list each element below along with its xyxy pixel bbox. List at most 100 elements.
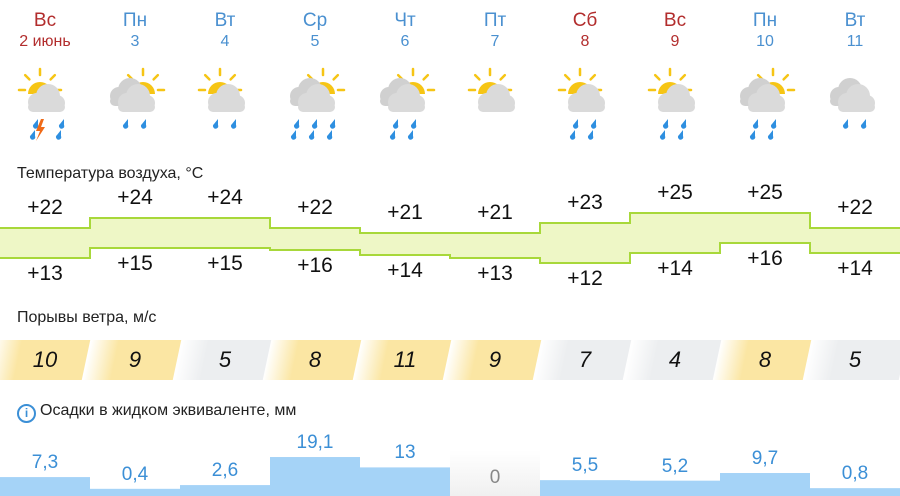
precip-value: 0,4 <box>121 463 149 485</box>
cloud-icon <box>568 84 605 112</box>
temp-min: +14 <box>837 257 873 280</box>
day-header[interactable]: Вс 9 <box>630 10 720 52</box>
raindrop-icon <box>309 130 315 140</box>
cloud-icon <box>658 84 695 112</box>
cloud-icon <box>28 84 65 112</box>
precip-bar <box>180 485 270 496</box>
day-header[interactable]: Пт 7 <box>450 10 540 52</box>
day-date: 3 <box>130 33 140 50</box>
day-date: 6 <box>400 33 410 50</box>
raindrop-icon <box>231 119 237 129</box>
temp-max: +21 <box>477 201 513 224</box>
wind-value: 7 <box>578 347 592 372</box>
day-date: 7 <box>490 33 500 50</box>
day-header[interactable]: Пн 3 <box>90 10 180 52</box>
day-header[interactable]: Ср 5 <box>270 10 360 52</box>
day-date: 2 июнь <box>19 33 71 50</box>
sun-ray <box>203 73 211 81</box>
sun-ray <box>473 73 481 81</box>
sun-ray <box>23 73 31 81</box>
temp-min: +16 <box>747 247 783 270</box>
raindrop-icon <box>771 119 777 129</box>
temp-min: +13 <box>477 262 513 285</box>
precip-value: 5,5 <box>571 455 599 477</box>
day-header[interactable]: Пн 10 <box>720 10 810 52</box>
raindrop-icon <box>59 119 65 129</box>
precip-value: 13 <box>394 442 416 464</box>
day-date: 10 <box>756 33 774 50</box>
wind-cell: 8 <box>262 340 368 380</box>
weather-icon <box>360 62 450 142</box>
raindrop-icon <box>861 119 867 129</box>
raindrop-icon <box>750 130 756 140</box>
sun-ray <box>653 73 661 81</box>
sun-ray <box>782 73 790 81</box>
max-line <box>0 212 900 234</box>
weather-icons <box>0 62 900 142</box>
day-header[interactable]: Вс 2 июнь <box>0 10 90 52</box>
wind-cell: 8 <box>712 340 818 380</box>
weather-icon <box>270 62 360 142</box>
day-name: Вс <box>663 10 687 31</box>
raindrop-icon <box>588 130 594 140</box>
weather-icon <box>720 62 810 142</box>
sun-ray <box>332 73 340 81</box>
wind-cell: 7 <box>532 340 638 380</box>
wind-cell: 9 <box>82 340 188 380</box>
sun-ray <box>152 73 160 81</box>
min-line <box>0 242 900 264</box>
temp-min: +13 <box>27 262 63 285</box>
raindrop-icon <box>408 130 414 140</box>
temp-max: +22 <box>27 196 63 219</box>
day-name: Вт <box>214 10 236 31</box>
sun-ray <box>49 73 57 81</box>
precip-value: 19,1 <box>296 432 334 454</box>
temp-max: +24 <box>117 186 153 209</box>
day-header[interactable]: Вт 11 <box>810 10 900 52</box>
wind-cell: 5 <box>172 340 278 380</box>
precip-bar <box>540 480 630 496</box>
temp-max: +24 <box>207 186 243 209</box>
cloud-icon <box>478 84 515 112</box>
temperature-chart: +22 +13 +24 +15 +24 +15 +22 +16 +21 +14 +21 +13 +23 +… <box>0 180 900 300</box>
precip-bar <box>90 488 180 496</box>
day-headers: Вс 2 июнь Пн 3 Вт 4 Ср 5 Чт 6 Пт 7 Сб 8 Вс 9 Пн 10 Вт 11 <box>0 10 900 52</box>
raindrop-icon <box>663 119 669 129</box>
precip-value: 9,7 <box>751 448 779 469</box>
day-name: Пн <box>122 10 148 31</box>
raindrop-icon <box>411 119 417 129</box>
wind-gusts-row: 10 9 5 8 11 9 7 4 8 5 <box>0 340 900 380</box>
day-name: Чт <box>394 10 416 31</box>
raindrop-icon <box>573 119 579 129</box>
raindrop-icon <box>681 119 687 129</box>
raindrop-icon <box>141 119 147 129</box>
day-date: 8 <box>580 33 590 50</box>
day-header[interactable]: Чт 6 <box>360 10 450 52</box>
day-name: Вт <box>844 10 866 31</box>
sun-ray <box>589 73 597 81</box>
day-header[interactable]: Вт 4 <box>180 10 270 52</box>
precip-title: Осадки в жидком эквиваленте, мм <box>40 402 297 419</box>
precip-value: 0 <box>489 467 501 488</box>
raindrop-icon <box>390 130 396 140</box>
temperature-title: Температура воздуха, °C <box>17 165 204 182</box>
temp-max: +25 <box>657 181 693 204</box>
weather-icon <box>540 62 630 142</box>
precip-value: 5,2 <box>661 455 689 477</box>
weather-icon <box>450 62 540 142</box>
precip-bar <box>450 450 540 496</box>
wind-value: 4 <box>668 347 682 372</box>
day-name: Ср <box>302 10 328 31</box>
lightning-icon <box>36 119 45 141</box>
raindrop-icon <box>312 119 318 129</box>
day-header[interactable]: Сб 8 <box>540 10 630 52</box>
precip-bar <box>720 473 810 496</box>
temp-min: +15 <box>117 252 153 275</box>
raindrop-icon <box>56 130 62 140</box>
weather-icon <box>630 62 720 142</box>
precip-bar <box>810 488 900 496</box>
day-date: 4 <box>220 33 230 50</box>
sun-ray <box>563 73 571 81</box>
raindrop-icon <box>678 130 684 140</box>
info-icon[interactable]: i <box>17 404 36 423</box>
